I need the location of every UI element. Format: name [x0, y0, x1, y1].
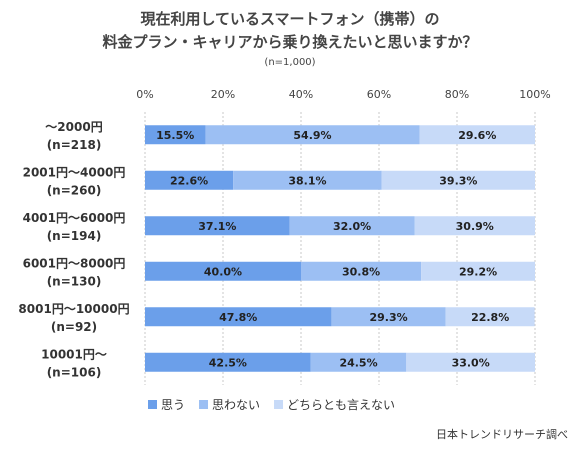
x-tick-label: 100%	[519, 88, 550, 101]
data-label: 29.3%	[369, 311, 407, 324]
bar-segment	[414, 216, 535, 236]
bar-segment	[145, 307, 332, 327]
category-count-label: (n=92)	[51, 320, 97, 334]
category-count-label: (n=130)	[47, 274, 102, 288]
x-tick-label: 80%	[445, 88, 469, 101]
bar-segment	[205, 125, 420, 145]
data-label: 30.9%	[456, 220, 494, 233]
category-count-label: (n=106)	[47, 365, 102, 379]
bar-segment	[406, 352, 535, 372]
category-count-label: (n=194)	[47, 229, 102, 243]
category-label: ～2000円	[45, 120, 102, 134]
x-tick-label: 40%	[289, 88, 313, 101]
data-label: 29.2%	[459, 265, 497, 278]
legend-label: 思わない	[212, 398, 260, 412]
bar-segment	[145, 261, 301, 281]
data-label: 32.0%	[333, 220, 371, 233]
bar-segment	[145, 170, 234, 190]
data-label: 39.3%	[439, 174, 477, 187]
chart-title-line2: 料金プラン・キャリアから乗り換えたいと思いますか？	[102, 33, 478, 51]
x-tick-label: 20%	[211, 88, 235, 101]
data-label: 22.6%	[170, 174, 208, 187]
data-label: 38.1%	[288, 174, 326, 187]
data-label: 22.8%	[471, 311, 509, 324]
data-label: 30.8%	[342, 265, 380, 278]
legend-swatch	[274, 400, 284, 409]
source-note: 日本トレンドリサーチ調べ	[436, 428, 568, 441]
bar-segment	[445, 307, 535, 327]
data-label: 15.5%	[156, 129, 194, 142]
data-label: 33.0%	[452, 356, 490, 369]
data-label: 24.5%	[339, 356, 377, 369]
chart-subtitle: (n=1,000)	[264, 57, 316, 68]
legend-swatch	[199, 400, 209, 409]
category-label: 4001円～6000円	[23, 211, 126, 225]
category-label: 6001円～8000円	[23, 256, 126, 270]
data-label: 54.9%	[293, 129, 331, 142]
legend-label: どちらとも言えない	[287, 398, 395, 412]
bar-segment	[381, 170, 535, 190]
category-label: 2001円～4000円	[23, 165, 126, 179]
bar-segment	[145, 216, 290, 236]
bar-segment	[145, 125, 206, 145]
data-label: 47.8%	[219, 311, 257, 324]
category-count-label: (n=260)	[47, 183, 102, 197]
bar-segment	[145, 352, 311, 372]
category-label: 8001円～10000円	[18, 302, 129, 316]
legend-label: 思う	[161, 398, 185, 412]
chart-title-line1: 現在利用しているスマートフォン（携帯）の	[140, 10, 440, 28]
data-label: 29.6%	[458, 129, 496, 142]
bar-segment	[310, 352, 407, 372]
data-label: 37.1%	[198, 220, 236, 233]
x-tick-label: 0%	[136, 88, 153, 101]
bar-segment	[419, 125, 535, 145]
data-label: 40.0%	[204, 265, 242, 278]
category-label: 10001円～	[41, 347, 107, 361]
bar-segment	[289, 216, 415, 236]
bar-segment	[233, 170, 382, 190]
data-label: 42.5%	[209, 356, 247, 369]
legend-swatch	[148, 400, 157, 409]
bar-segment	[421, 261, 535, 281]
bar-segment	[301, 261, 422, 281]
x-tick-label: 60%	[367, 88, 391, 101]
category-count-label: (n=218)	[47, 138, 102, 152]
bar-segment	[331, 307, 446, 327]
